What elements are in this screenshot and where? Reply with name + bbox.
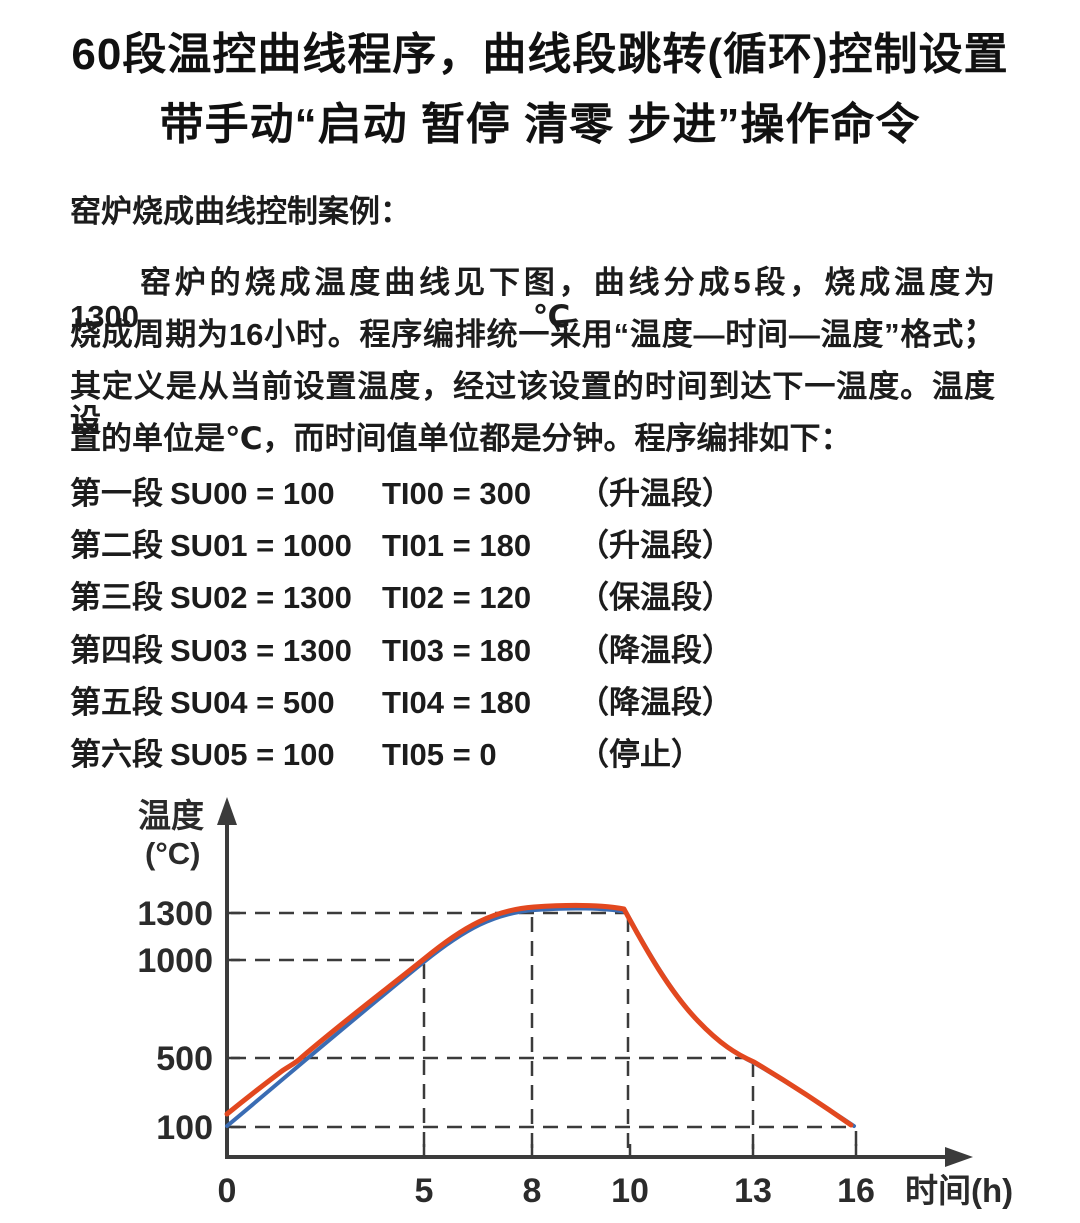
case-paragraph-line2: 烧成周期为16小时。程序编排统一采用“温度—时间—温度”格式， (70, 317, 995, 352)
su-setting: SU02 = 1300 (170, 580, 352, 615)
y-tick-1300: 1300 (137, 895, 213, 933)
su-setting: SU01 = 1000 (170, 528, 352, 563)
ti-setting: TI03 = 180 (382, 633, 532, 668)
y-tick-100: 100 (156, 1109, 213, 1147)
dashed-gridlines (231, 911, 858, 1153)
x-tick-0: 0 (218, 1172, 237, 1210)
program-line-3: 第三段 SU02 = 1300 TI02 = 120 （保温段） (70, 582, 995, 614)
ti-setting: TI00 = 300 (382, 476, 532, 511)
case-paragraph-line3: 其定义是从当前设置温度，经过该设置的时间到达下一温度。温度设 (70, 369, 995, 438)
x-axis (225, 1144, 973, 1167)
program-line-5: 第五段 SU04 = 500 TI04 = 180 （降温段） (70, 687, 995, 719)
x-tick-5: 5 (415, 1172, 434, 1210)
program-line-1: 第一段 SU00 = 100 TI00 = 300 （升温段） (70, 478, 995, 510)
ti-setting: TI05 = 0 (382, 737, 497, 772)
doc-title-line2: 带手动“启动 暂停 清零 步进”操作命令 (159, 100, 921, 149)
blue-curve (225, 906, 856, 1128)
case-heading: 窑炉烧成曲线控制案例： (70, 194, 411, 229)
segment-note: （保温段） (578, 580, 733, 615)
y-tick-labels: 1300 1000 500 100 (137, 895, 213, 1147)
segment-label: 第六段 (70, 737, 163, 772)
case-paragraph-line1: 窑炉的烧成温度曲线见下图，曲线分成5段，烧成温度为1300℃， (70, 265, 995, 334)
program-line-4: 第四段 SU03 = 1300 TI03 = 180 （降温段） (70, 635, 995, 667)
x-axis-title: 时间(h) (905, 1172, 1013, 1209)
segment-note: （降温段） (578, 633, 733, 668)
segment-note: （降温段） (578, 685, 733, 720)
ti-setting: TI01 = 180 (382, 528, 532, 563)
program-line-6: 第六段 SU05 = 100 TI05 = 0 （停止） (70, 739, 995, 771)
y-axis-title-line2: (°C) (145, 836, 200, 871)
segment-label: 第四段 (70, 633, 163, 668)
segment-label: 第一段 (70, 476, 163, 511)
segment-label: 第二段 (70, 528, 163, 563)
firing-curve-chart: 温度 (°C) 时间(h) 1300 1000 500 100 0 5 8 10… (137, 797, 1013, 1210)
ti-setting: TI02 = 120 (382, 580, 532, 615)
x-tick-labels: 0 5 8 10 13 16 (218, 1172, 875, 1210)
segment-label: 第三段 (70, 580, 163, 615)
su-setting: SU04 = 500 (170, 685, 335, 720)
x-tick-13: 13 (734, 1172, 772, 1210)
su-setting: SU03 = 1300 (170, 633, 352, 668)
su-setting: SU00 = 100 (170, 476, 335, 511)
y-axis (217, 797, 240, 1159)
y-tick-1000: 1000 (137, 942, 213, 980)
program-line-2: 第二段 SU01 = 1000 TI01 = 180 （升温段） (70, 530, 995, 562)
y-axis-title: 温度 (°C) (138, 797, 204, 871)
segment-note: （停止） (578, 737, 702, 772)
case-paragraph-line4: 置的单位是℃，而时间值单位都是分钟。程序编排如下： (70, 421, 852, 456)
segment-label: 第五段 (70, 685, 163, 720)
x-tick-16: 16 (837, 1172, 875, 1210)
ti-setting: TI04 = 180 (382, 685, 532, 720)
y-axis-arrow-icon (217, 797, 237, 825)
y-tick-500: 500 (156, 1040, 213, 1078)
doc-title-line1: 60段温控曲线程序，曲线段跳转(循环)控制设置 (71, 30, 1009, 79)
x-tick-10: 10 (611, 1172, 649, 1210)
y-axis-title-line1: 温度 (138, 797, 204, 834)
segment-note: （升温段） (578, 528, 733, 563)
segment-note: （升温段） (578, 476, 733, 511)
x-axis-arrow-icon (945, 1147, 973, 1167)
x-tick-8: 8 (523, 1172, 542, 1210)
su-setting: SU05 = 100 (170, 737, 335, 772)
red-curve (224, 902, 854, 1128)
